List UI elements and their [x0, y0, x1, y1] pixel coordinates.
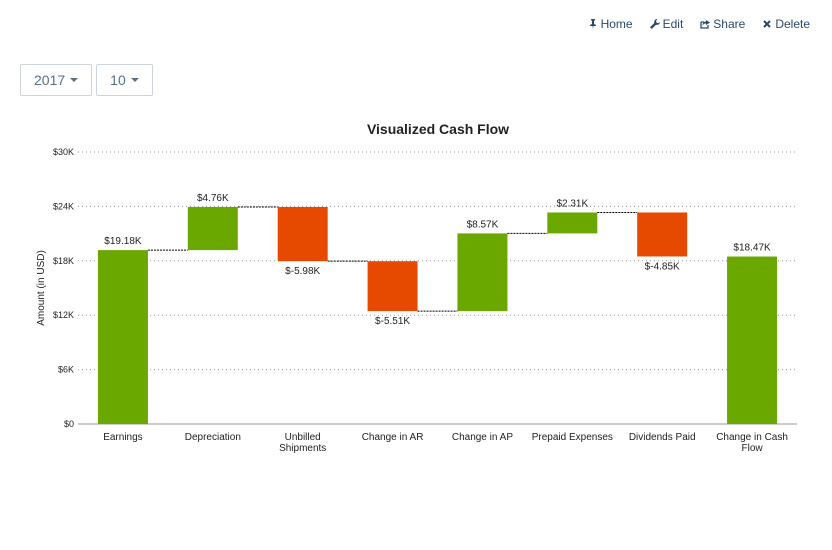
y-tick-label: $12K [53, 310, 74, 320]
dropdown-text: 10 [110, 72, 126, 88]
x-tick-label: Change in AP [452, 432, 513, 443]
x-tick-label: Earnings [103, 432, 142, 443]
data-label: $8.57K [467, 219, 499, 230]
filters: 2017 10 [20, 64, 153, 96]
data-label: $19.18K [104, 236, 142, 247]
caret [130, 78, 139, 82]
pin-icon [589, 19, 596, 29]
share-icon [700, 20, 711, 29]
x-tick-label: Change in AR [362, 432, 424, 443]
x-tick-label: Prepaid Expenses [532, 432, 613, 443]
y-axis-label: Amount (in USD) [36, 250, 47, 326]
data-label: $-5.51K [375, 316, 410, 327]
link-text: Home [600, 17, 633, 31]
x-tick-label: Depreciation [185, 432, 241, 443]
y-tick-label: $24K [53, 201, 74, 211]
x-tick-label: Dividends Paid [629, 432, 696, 443]
link-text: Edit [662, 17, 684, 31]
bar [637, 212, 688, 257]
year-dropdown[interactable]: 2017 [20, 64, 93, 96]
y-tick-label: $0 [64, 419, 74, 429]
x-tick-label: Unbilled Shipments [279, 432, 326, 454]
month-dropdown[interactable]: 10 [96, 64, 153, 96]
data-label: $2.31K [556, 198, 588, 209]
chart: Visualized Cash Flow Amount (in USD) $0 $… [36, 121, 797, 454]
data-label: $18.47K [733, 243, 771, 254]
x-tick-label: Change in Cash Flow [716, 432, 788, 454]
y-tick-label: $30K [53, 147, 74, 157]
dropdown-text: 2017 [34, 72, 66, 88]
data-label: $-4.85K [645, 261, 680, 272]
data-label: $-5.98K [285, 266, 320, 277]
y-tick-label: $18K [53, 256, 74, 266]
y-tick-label: $6K [58, 365, 74, 375]
chart-title: Visualized Cash Flow [367, 121, 509, 137]
delete-link[interactable]: Delete [762, 17, 810, 31]
bar [457, 233, 508, 312]
home-link[interactable]: Home [588, 17, 633, 31]
bar [97, 250, 148, 424]
bar [547, 212, 598, 234]
bar [367, 261, 418, 312]
bar [187, 206, 238, 251]
bar [727, 256, 778, 424]
data-label: $4.76K [197, 193, 229, 204]
caret [70, 78, 79, 82]
link-text: Share [713, 17, 746, 31]
link-text: Delete [775, 17, 810, 31]
toolbar: Home Edit Share Delete [588, 17, 810, 31]
bar [277, 206, 328, 262]
share-link[interactable]: Share [700, 17, 745, 31]
x-icon [763, 20, 772, 28]
wrench-icon [649, 19, 660, 29]
edit-link[interactable]: Edit [649, 17, 684, 31]
